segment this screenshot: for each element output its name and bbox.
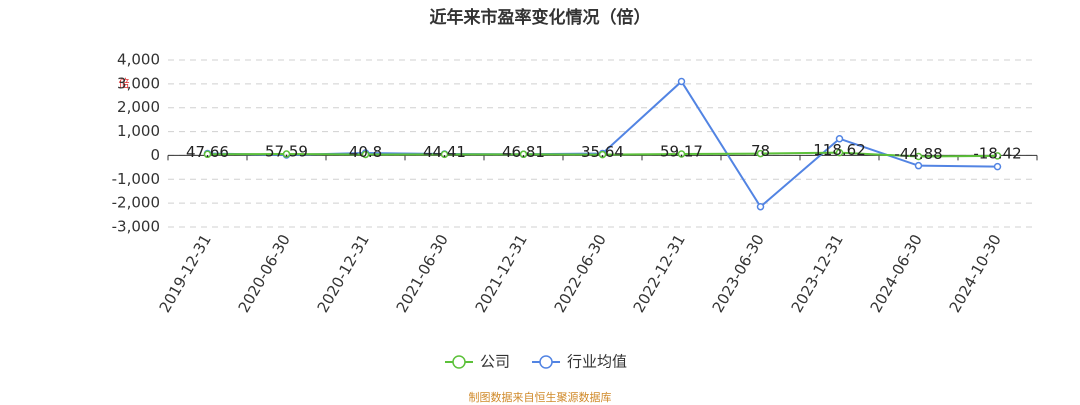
- source-note: 制图数据来自恒生聚源数据库: [469, 390, 612, 404]
- x-tick-label: 2024-06-30: [867, 231, 926, 316]
- data-label: -18.42: [973, 144, 1021, 162]
- point: [598, 150, 607, 159]
- point: [914, 152, 923, 161]
- point: [756, 202, 765, 211]
- legend-label: 行业均值: [567, 353, 627, 371]
- point: [440, 150, 449, 159]
- point: [361, 150, 370, 159]
- y-tick-label: -1,000: [112, 170, 160, 188]
- x-tick-label: 2022-06-30: [551, 231, 610, 316]
- data-label: 47.66: [186, 143, 229, 161]
- point: [835, 148, 844, 157]
- data-label: 78: [751, 142, 770, 160]
- point: [519, 150, 528, 159]
- y-tick-label: 0: [150, 146, 160, 164]
- point: [203, 150, 212, 159]
- point: [756, 149, 765, 158]
- data-label: 57.59: [265, 143, 308, 161]
- point: [993, 162, 1002, 171]
- point: [835, 134, 844, 143]
- y-tick-label: 1,000: [117, 122, 160, 140]
- legend-marker: [452, 355, 466, 369]
- point: [282, 150, 291, 158]
- y-tick-label: 2,000: [117, 98, 160, 116]
- y-axis-label: 倍: [119, 76, 130, 90]
- x-tick-label: 2022-12-31: [630, 231, 689, 316]
- data-label: 44.41: [423, 143, 466, 161]
- x-tick-label: 2023-06-30: [709, 231, 768, 316]
- y-tick-label: 4,000: [117, 51, 160, 69]
- legend-label: 公司: [480, 353, 510, 371]
- x-tick-label: 2020-06-30: [235, 231, 294, 316]
- x-tick-label: 2021-12-31: [472, 231, 531, 316]
- point: [993, 152, 1002, 160]
- y-tick-label: -3,000: [112, 218, 160, 236]
- y-tick-label: -2,000: [112, 194, 160, 212]
- point: [677, 77, 686, 86]
- point: [677, 150, 686, 158]
- y-tick-label: 3,000: [117, 74, 160, 92]
- x-tick-label: 2019-12-31: [156, 231, 215, 316]
- data-label: 118.62: [813, 141, 866, 159]
- x-tick-label: 2020-12-31: [314, 231, 373, 316]
- data-label: 40.8: [349, 143, 382, 161]
- x-tick-label: 2023-12-31: [788, 231, 847, 316]
- data-label: 35.64: [581, 143, 624, 161]
- x-tick-label: 2024-10-30: [946, 231, 1005, 316]
- legend-marker: [539, 355, 553, 369]
- x-tick-label: 2021-06-30: [393, 231, 452, 316]
- data-label: -44.88: [894, 145, 942, 163]
- data-label: 46.81: [502, 143, 545, 161]
- point: [914, 161, 923, 170]
- data-label: 59.17: [660, 143, 703, 161]
- chart-title: 近年来市盈率变化情况（倍）: [430, 7, 651, 28]
